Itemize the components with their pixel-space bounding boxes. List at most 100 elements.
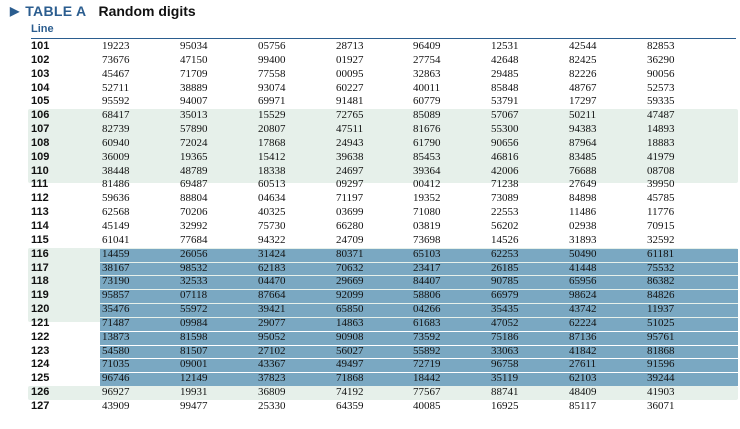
- digit-group: 41903: [647, 386, 675, 399]
- digit-group: 90056: [647, 67, 675, 80]
- digit-group: 42006: [491, 164, 519, 177]
- row-highlight: [100, 373, 738, 387]
- digit-group: 29485: [491, 67, 519, 80]
- digit-group: 39244: [647, 372, 675, 385]
- digit-group: 22553: [491, 206, 519, 219]
- digit-group: 26185: [491, 261, 519, 274]
- digit-group: 00412: [413, 178, 441, 191]
- digit-group: 35013: [180, 109, 208, 122]
- line-number: 123: [31, 344, 50, 357]
- digit-group: 43742: [569, 303, 597, 316]
- digit-group: 95592: [102, 95, 130, 108]
- digit-group: 81598: [180, 330, 208, 343]
- digit-group: 71709: [180, 67, 208, 80]
- digit-group: 74192: [336, 386, 364, 399]
- line-number: 112: [31, 192, 49, 205]
- digit-group: 75730: [258, 219, 286, 232]
- digit-group: 55892: [413, 344, 441, 357]
- digit-group: 99400: [258, 53, 286, 66]
- digit-group: 40011: [413, 81, 441, 94]
- line-number: 125: [31, 372, 50, 385]
- digit-group: 48409: [569, 386, 597, 399]
- digit-group: 88741: [491, 386, 519, 399]
- digit-group: 73190: [102, 275, 130, 288]
- digit-group: 04634: [258, 192, 286, 205]
- digit-group: 62103: [569, 372, 597, 385]
- digit-group: 40325: [258, 206, 286, 219]
- digit-group: 39364: [413, 164, 441, 177]
- digit-group: 95034: [180, 40, 208, 52]
- line-number: 124: [31, 358, 50, 371]
- table-row: 125 96746 12149 37823 71868 18442 35119 62103 39…: [28, 372, 738, 387]
- digit-group: 91596: [647, 358, 675, 371]
- digit-group: 36009: [102, 150, 130, 163]
- digit-group: 28713: [336, 40, 364, 52]
- table-row: 111 81486 69487 60513 09297 00412 71238 27649 39…: [28, 178, 738, 192]
- digit-group: 98624: [569, 289, 597, 302]
- digit-group: 32533: [180, 275, 208, 288]
- triangle-right-icon: ▶: [10, 4, 20, 18]
- line-number: 121: [31, 316, 50, 329]
- digit-group: 38167: [102, 261, 130, 274]
- line-number: 117: [31, 261, 49, 274]
- digit-group: 55972: [180, 303, 208, 316]
- digit-group: 82425: [569, 53, 597, 66]
- digit-group: 71487: [102, 316, 130, 329]
- digit-group: 71197: [336, 192, 364, 205]
- digit-group: 43367: [258, 358, 286, 371]
- digit-group: 77567: [413, 386, 441, 399]
- digit-group: 52573: [647, 81, 675, 94]
- digit-group: 85848: [491, 81, 519, 94]
- digit-group: 02938: [569, 219, 597, 232]
- table-row: 108 60940 72024 17868 24943 61790 90656 87964 18…: [28, 137, 738, 151]
- table-row: 101 19223 95034 05756 28713 96409 12531 42544 82…: [28, 40, 738, 54]
- digit-group: 15529: [258, 109, 286, 122]
- digit-group: 70915: [647, 219, 675, 232]
- table-row: 106 68417 35013 15529 72765 85089 57067 50211 47…: [28, 109, 738, 123]
- digit-group: 27611: [569, 358, 597, 371]
- digit-group: 76688: [569, 164, 597, 177]
- digit-group: 18883: [647, 136, 675, 149]
- digit-group: 46816: [491, 150, 519, 163]
- line-number: 107: [31, 123, 50, 136]
- line-number: 103: [31, 67, 50, 80]
- table-row: 110 38448 48789 18338 24697 39364 42006 76688 08…: [28, 165, 738, 179]
- digit-group: 45149: [102, 219, 130, 232]
- digit-group: 68417: [102, 109, 130, 122]
- table-row: 124 71035 09001 43367 49497 72719 96758 27611 91…: [28, 358, 738, 373]
- digit-group: 14459: [102, 247, 130, 260]
- digit-group: 84407: [413, 275, 441, 288]
- digit-group: 62224: [569, 316, 597, 329]
- digit-group: 59636: [102, 192, 130, 205]
- digit-group: 20807: [258, 123, 286, 136]
- digit-group: 82853: [647, 40, 675, 52]
- line-number: 114: [31, 219, 49, 232]
- digit-group: 70632: [336, 261, 364, 274]
- digit-group: 62183: [258, 261, 286, 274]
- table-title: ▶ TABLE A Random digits: [10, 1, 196, 21]
- digit-group: 47511: [336, 123, 364, 136]
- digit-group: 18338: [258, 164, 286, 177]
- digit-group: 47487: [647, 109, 675, 122]
- digit-group: 01927: [336, 53, 364, 66]
- table-row: 107 82739 57890 20807 47511 81676 55300 94383 14…: [28, 123, 738, 137]
- digit-group: 57890: [180, 123, 208, 136]
- digit-group: 00095: [336, 67, 364, 80]
- digit-group: 95052: [258, 330, 286, 343]
- table-label: TABLE A: [25, 3, 87, 19]
- digit-group: 51025: [647, 316, 675, 329]
- digit-group: 32992: [180, 219, 208, 232]
- digit-group: 23417: [413, 261, 441, 274]
- digit-group: 36071: [647, 399, 675, 412]
- line-number: 111: [31, 178, 49, 191]
- digit-group: 38448: [102, 164, 130, 177]
- digit-group: 38889: [180, 81, 208, 94]
- digit-group: 92099: [336, 289, 364, 302]
- digit-group: 05756: [258, 40, 286, 52]
- digit-group: 24697: [336, 164, 364, 177]
- digit-group: 81676: [413, 123, 441, 136]
- digit-group: 29669: [336, 275, 364, 288]
- digit-group: 19223: [102, 40, 130, 52]
- digit-group: 82739: [102, 123, 130, 136]
- header-divider: [31, 38, 736, 39]
